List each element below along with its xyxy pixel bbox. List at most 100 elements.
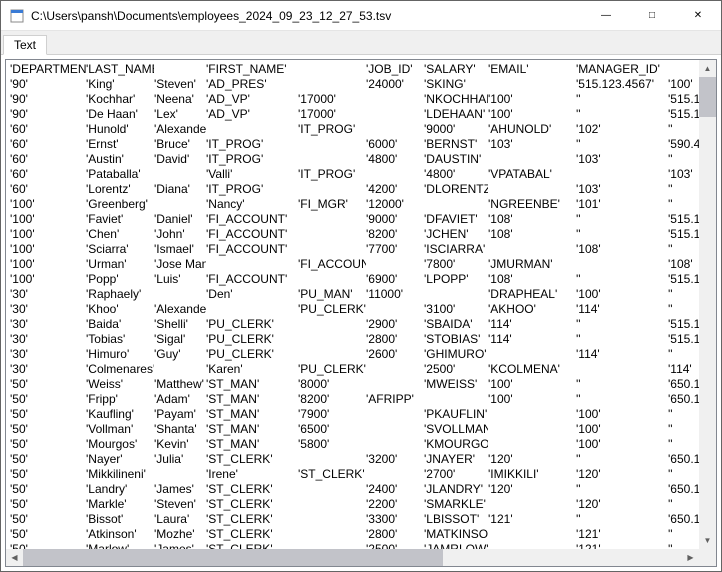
text-cell: '103' bbox=[576, 152, 668, 167]
text-cell: 'David' bbox=[154, 152, 206, 167]
text-cell: '50' bbox=[10, 437, 86, 452]
text-cell: 'Steven' bbox=[154, 77, 206, 92]
text-cell: '100' bbox=[576, 422, 668, 437]
text-cell: '100' bbox=[10, 212, 86, 227]
text-cell: 'Nancy' bbox=[206, 197, 298, 212]
text-cell: '100' bbox=[488, 392, 576, 407]
maximize-button[interactable]: □ bbox=[629, 1, 675, 30]
text-cell: 'PU_MAN' bbox=[298, 287, 366, 302]
text-cell: '100' bbox=[576, 437, 668, 452]
text-cell: '108' bbox=[488, 227, 576, 242]
text-line: '50''Mikkilineni''Irene''ST_CLERK''2700'… bbox=[10, 467, 717, 482]
text-cell: '108' bbox=[488, 272, 576, 287]
text-cell bbox=[366, 92, 424, 107]
minimize-button[interactable]: — bbox=[583, 1, 629, 30]
text-cell: '24000' bbox=[366, 77, 424, 92]
text-cell: '100' bbox=[10, 242, 86, 257]
text-cell: '100' bbox=[10, 257, 86, 272]
text-cell: '114' bbox=[488, 317, 576, 332]
text-cell: '50' bbox=[10, 407, 86, 422]
text-cell: 'John' bbox=[154, 227, 206, 242]
text-cell: 'FI_ACCOUNT' bbox=[206, 212, 298, 227]
text-cell: 'IT_PROG' bbox=[206, 137, 298, 152]
text-cell: '50' bbox=[10, 377, 86, 392]
text-cell: '' bbox=[576, 92, 668, 107]
text-cell: 'IT_PROG' bbox=[298, 167, 366, 182]
text-cell: 'IT_PROG' bbox=[206, 182, 298, 197]
text-line: '50''Nayer''Julia''ST_CLERK''3200''JNAYE… bbox=[10, 452, 717, 467]
v-scroll-thumb[interactable] bbox=[699, 77, 716, 117]
text-cell: 'Laura' bbox=[154, 512, 206, 527]
text-cell bbox=[154, 287, 206, 302]
text-cell: 'ST_CLERK' bbox=[206, 452, 298, 467]
text-cell: 'Jose Manuel' bbox=[154, 257, 206, 272]
text-cell: 'Bissot' bbox=[86, 512, 154, 527]
text-cell: 'JCHEN' bbox=[424, 227, 488, 242]
text-cell: 'GHIMURO' bbox=[424, 347, 488, 362]
v-scroll-track[interactable] bbox=[699, 77, 716, 532]
text-cell: '100' bbox=[488, 92, 576, 107]
text-cell: '121' bbox=[488, 512, 576, 527]
text-cell: 'DFAVIET' bbox=[424, 212, 488, 227]
text-cell: '6000' bbox=[366, 137, 424, 152]
text-cell: '100' bbox=[576, 407, 668, 422]
text-cell bbox=[298, 452, 366, 467]
text-cell: '30' bbox=[10, 332, 86, 347]
text-cell: 'DEPARTMENT_ID' bbox=[10, 62, 86, 77]
text-cell: '100' bbox=[488, 377, 576, 392]
text-cell: 'FIRST_NAME' bbox=[206, 62, 298, 77]
text-cell: '90' bbox=[10, 92, 86, 107]
scroll-right-button[interactable]: ▶ bbox=[682, 549, 699, 566]
text-cell: '50' bbox=[10, 527, 86, 542]
close-button[interactable]: ✕ bbox=[675, 1, 721, 30]
scroll-up-button[interactable]: ▲ bbox=[699, 60, 716, 77]
text-cell: 'FI_ACCOUNT' bbox=[206, 272, 298, 287]
text-cell: 'Greenberg' bbox=[86, 197, 154, 212]
text-cell bbox=[366, 422, 424, 437]
text-cell bbox=[298, 152, 366, 167]
text-cell: 'AFRIPP' bbox=[366, 392, 424, 407]
text-cell: 'KCOLMENA' bbox=[488, 362, 576, 377]
text-cell: 'Kaufling' bbox=[86, 407, 154, 422]
text-cell: '2200' bbox=[366, 497, 424, 512]
text-cell: 'ST_CLERK' bbox=[206, 527, 298, 542]
text-cell: 'Himuro' bbox=[86, 347, 154, 362]
text-cell: '' bbox=[576, 212, 668, 227]
text-cell: 'FI_MGR' bbox=[298, 197, 366, 212]
h-scroll-thumb[interactable] bbox=[23, 549, 443, 566]
text-cell: 'King' bbox=[86, 77, 154, 92]
window-title: C:\Users\pansh\Documents\employees_2024_… bbox=[31, 9, 583, 23]
text-cell bbox=[298, 182, 366, 197]
scroll-left-button[interactable]: ◀ bbox=[6, 549, 23, 566]
text-cell: 'Lorentz' bbox=[86, 182, 154, 197]
text-cell bbox=[488, 437, 576, 452]
text-cell: 'Diana' bbox=[154, 182, 206, 197]
h-scroll-track[interactable] bbox=[23, 549, 682, 566]
text-cell: '108' bbox=[576, 242, 668, 257]
text-cell: '30' bbox=[10, 362, 86, 377]
text-cell bbox=[298, 512, 366, 527]
text-cell: '' bbox=[576, 107, 668, 122]
text-cell bbox=[366, 437, 424, 452]
text-cell: '2400' bbox=[366, 482, 424, 497]
text-cell: '8200' bbox=[366, 227, 424, 242]
text-cell: '101' bbox=[576, 197, 668, 212]
text-cell: 'NKOCHHAR' bbox=[424, 92, 488, 107]
content-area: 'DEPARTMENT_ID''LAST_NAME''FIRST_NAME''J… bbox=[1, 55, 721, 571]
text-cell: '50' bbox=[10, 497, 86, 512]
text-cell: 'Weiss' bbox=[86, 377, 154, 392]
horizontal-scrollbar[interactable]: ◀ ▶ bbox=[6, 549, 699, 566]
text-cell: '2600' bbox=[366, 347, 424, 362]
text-line: '60''Lorentz''Diana''IT_PROG''4200''DLOR… bbox=[10, 182, 717, 197]
text-cell: '114' bbox=[576, 302, 668, 317]
scroll-down-button[interactable]: ▼ bbox=[699, 532, 716, 549]
text-cell: 'Kochhar' bbox=[86, 92, 154, 107]
vertical-scrollbar[interactable]: ▲ ▼ bbox=[699, 60, 716, 549]
text-line: '30''Himuro''Guy''PU_CLERK''2600''GHIMUR… bbox=[10, 347, 717, 362]
text-cell bbox=[366, 257, 424, 272]
text-view[interactable]: 'DEPARTMENT_ID''LAST_NAME''FIRST_NAME''J… bbox=[5, 59, 717, 567]
text-cell: 'Khoo' bbox=[86, 302, 154, 317]
text-cell bbox=[366, 467, 424, 482]
text-cell: 'DLORENTZ' bbox=[424, 182, 488, 197]
tab-text[interactable]: Text bbox=[3, 35, 47, 55]
